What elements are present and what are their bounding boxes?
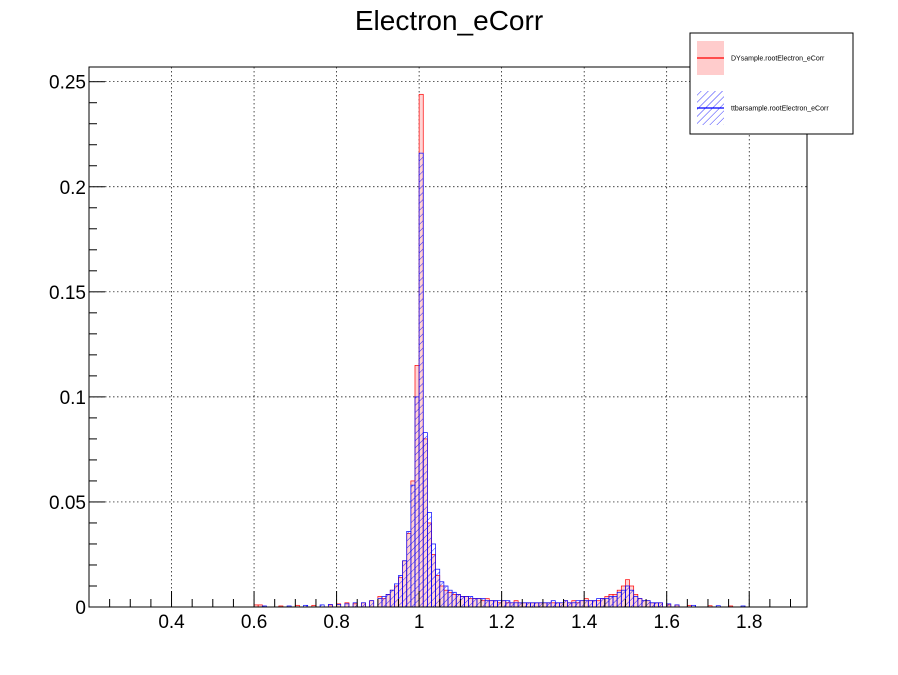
histogram-bin (521, 602, 527, 608)
histogram-bin (534, 602, 540, 608)
y-tick-label: 0.1 (60, 388, 86, 409)
histogram-bin (460, 596, 465, 608)
histogram-bin (641, 600, 647, 608)
histogram-bin (612, 596, 618, 608)
x-tick-label: 1.2 (488, 612, 514, 633)
histogram-bin (517, 602, 523, 608)
axis-ticks: 0 0.05 0.1 0.15 0.2 0.25 0.4 0.6 0.8 1 1.2 1.4 1.6 1.… (49, 73, 791, 633)
histogram-bin (625, 585, 630, 608)
histogram-bin (488, 600, 494, 608)
histogram-bin (431, 543, 436, 608)
histogram-bin (571, 602, 577, 608)
x-tick-label: 0.6 (241, 612, 267, 633)
histogram-bin (443, 585, 449, 608)
histogram-bin (480, 598, 486, 608)
histogram-bin (369, 600, 375, 608)
histogram-bin (402, 560, 408, 608)
histogram-bin (389, 589, 395, 608)
histogram-bin (493, 600, 498, 608)
x-tick-label: 1.6 (653, 612, 679, 633)
histogram-bin (377, 598, 383, 608)
histogram-bin (505, 600, 511, 608)
histogram-bin (592, 600, 597, 608)
plot-frame (88, 66, 808, 608)
histogram-bin (497, 600, 502, 608)
histogram-bin (587, 600, 593, 608)
histogram-bin (604, 598, 610, 608)
histogram-bin (616, 591, 622, 608)
histogram-bin (435, 568, 441, 608)
histogram-bin (567, 602, 573, 608)
histogram-bin (526, 602, 531, 608)
histogram-bin (550, 600, 556, 608)
histogram-bin (427, 512, 432, 608)
legend-label-dy: DYsample.rootElectron_eCorr (731, 56, 825, 63)
histogram-bin (629, 589, 635, 608)
x-tick-label: 1.4 (571, 612, 598, 633)
histogram-bin (649, 602, 655, 608)
x-tick-label: 1 (414, 612, 425, 633)
histogram-bin (476, 598, 482, 608)
histogram-bin (385, 594, 391, 608)
histogram-bin (546, 602, 552, 608)
histogram-bin (633, 596, 639, 608)
histogram-bin (484, 600, 490, 608)
histogram-bin (554, 602, 560, 608)
histogram-bin (620, 589, 626, 608)
histogram-bin (455, 594, 461, 608)
histogram-bin (381, 596, 387, 608)
chart-title: Electron_eCorr (355, 5, 543, 36)
histogram-bin (653, 602, 659, 608)
x-tick-label: 1.8 (736, 612, 762, 633)
histogram-bin (579, 600, 585, 608)
x-tick-label: 0.8 (323, 612, 349, 633)
histogram-bin (398, 575, 403, 608)
histogram-bin (637, 598, 643, 608)
histogram-bin (451, 591, 457, 608)
histogram-bin (559, 602, 564, 608)
histogram-bin (447, 589, 453, 608)
legend: DYsample.rootElectron_eCorr ttbarsample.… (689, 32, 854, 135)
histogram-bin (501, 600, 507, 608)
histogram-bin (583, 600, 589, 608)
histogram-bin (410, 484, 416, 608)
histogram-bin (538, 602, 544, 608)
histogram-bin (360, 602, 366, 608)
legend-label-ttbar: ttbarsample.rootElectron_eCorr (731, 106, 829, 113)
histogram-bin (542, 602, 548, 608)
histogram-bin (394, 583, 399, 608)
y-tick-label: 0.25 (49, 73, 86, 94)
histogram-bin (509, 602, 515, 608)
histogram-bin (596, 598, 602, 608)
y-tick-label: 0.15 (49, 283, 86, 304)
y-tick-label: 0.05 (49, 493, 86, 514)
y-tick-label: 0 (75, 598, 86, 619)
histogram-bin (530, 602, 536, 608)
histogram-bin (600, 598, 606, 608)
histogram-bin (563, 600, 569, 608)
histogram-bin (464, 596, 469, 608)
y-tick-label: 0.2 (60, 178, 86, 199)
histogram-bin (439, 581, 445, 608)
histogram-bin (645, 600, 651, 608)
histogram-bin (472, 598, 478, 608)
histogram-bin (414, 396, 420, 608)
histogram-bin (468, 596, 474, 608)
histogram-bin (352, 602, 358, 608)
histogram-bin (513, 602, 519, 608)
histogram-bin (418, 152, 424, 608)
x-tick-label: 0.4 (158, 612, 185, 633)
histogram-bin (575, 600, 581, 608)
histogram-bin (658, 602, 663, 608)
histogram-bin (422, 432, 428, 608)
histogram-bin (406, 531, 412, 608)
histogram-bin (608, 596, 614, 608)
